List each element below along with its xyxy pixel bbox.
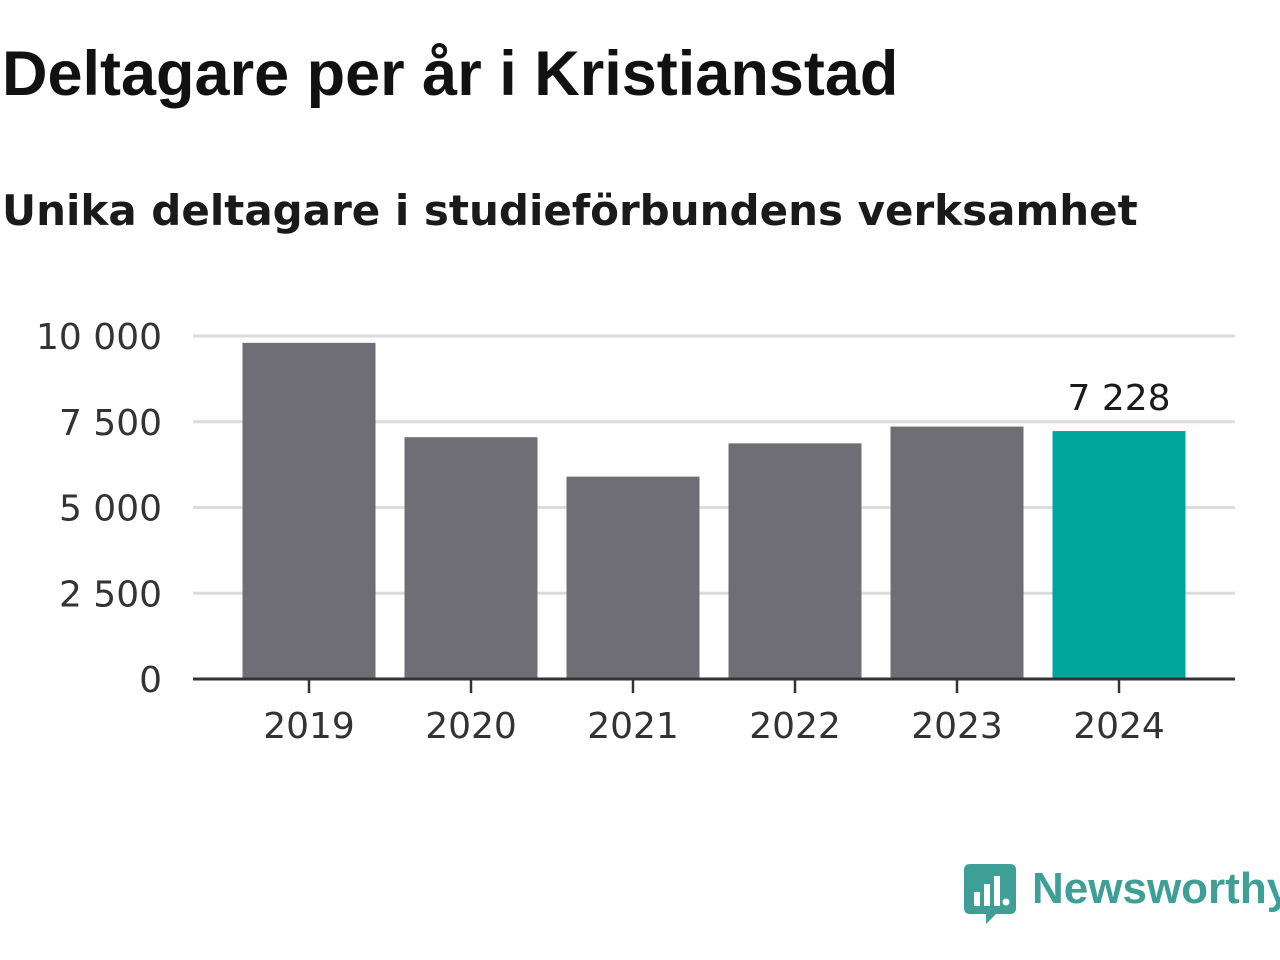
bar-2020: [404, 437, 538, 679]
bar-2023: [890, 426, 1024, 679]
chart-subtitle: Unika deltagare i studieförbundens verks…: [2, 186, 1138, 235]
newsworthy-logo-icon: [964, 864, 1016, 924]
y-tick-label: 7 500: [59, 403, 162, 444]
bars: [242, 342, 1186, 679]
x-tick-label: 2023: [911, 706, 1003, 747]
x-axis-labels: 2019 2020 2021 2022 2023 2024: [263, 706, 1165, 747]
bar-2024: [1052, 431, 1186, 679]
bar-2022: [728, 443, 862, 679]
x-tick-label: 2022: [749, 706, 841, 747]
data-label: 7 228: [1067, 378, 1170, 419]
x-tick-label: 2020: [425, 706, 517, 747]
chart-title: Deltagare per år i Kristianstad: [2, 39, 899, 109]
y-tick-label: 0: [139, 660, 162, 701]
bar-2019: [242, 342, 376, 679]
brand-name: Newsworthy: [1032, 864, 1280, 913]
y-tick-label: 5 000: [59, 489, 162, 530]
newsworthy-logo: Newsworthy: [964, 864, 1280, 926]
bar-2021: [566, 476, 700, 679]
x-tick-label: 2021: [587, 706, 679, 747]
y-tick-label: 10 000: [36, 317, 162, 358]
y-axis-labels: 0 2 500 5 000 7 500 10 000: [36, 317, 162, 701]
x-axis: [193, 677, 1235, 693]
data-labels: 7 228: [1067, 378, 1170, 419]
x-tick-label: 2019: [263, 706, 355, 747]
y-tick-label: 2 500: [59, 574, 162, 615]
x-tick-label: 2024: [1073, 706, 1165, 747]
